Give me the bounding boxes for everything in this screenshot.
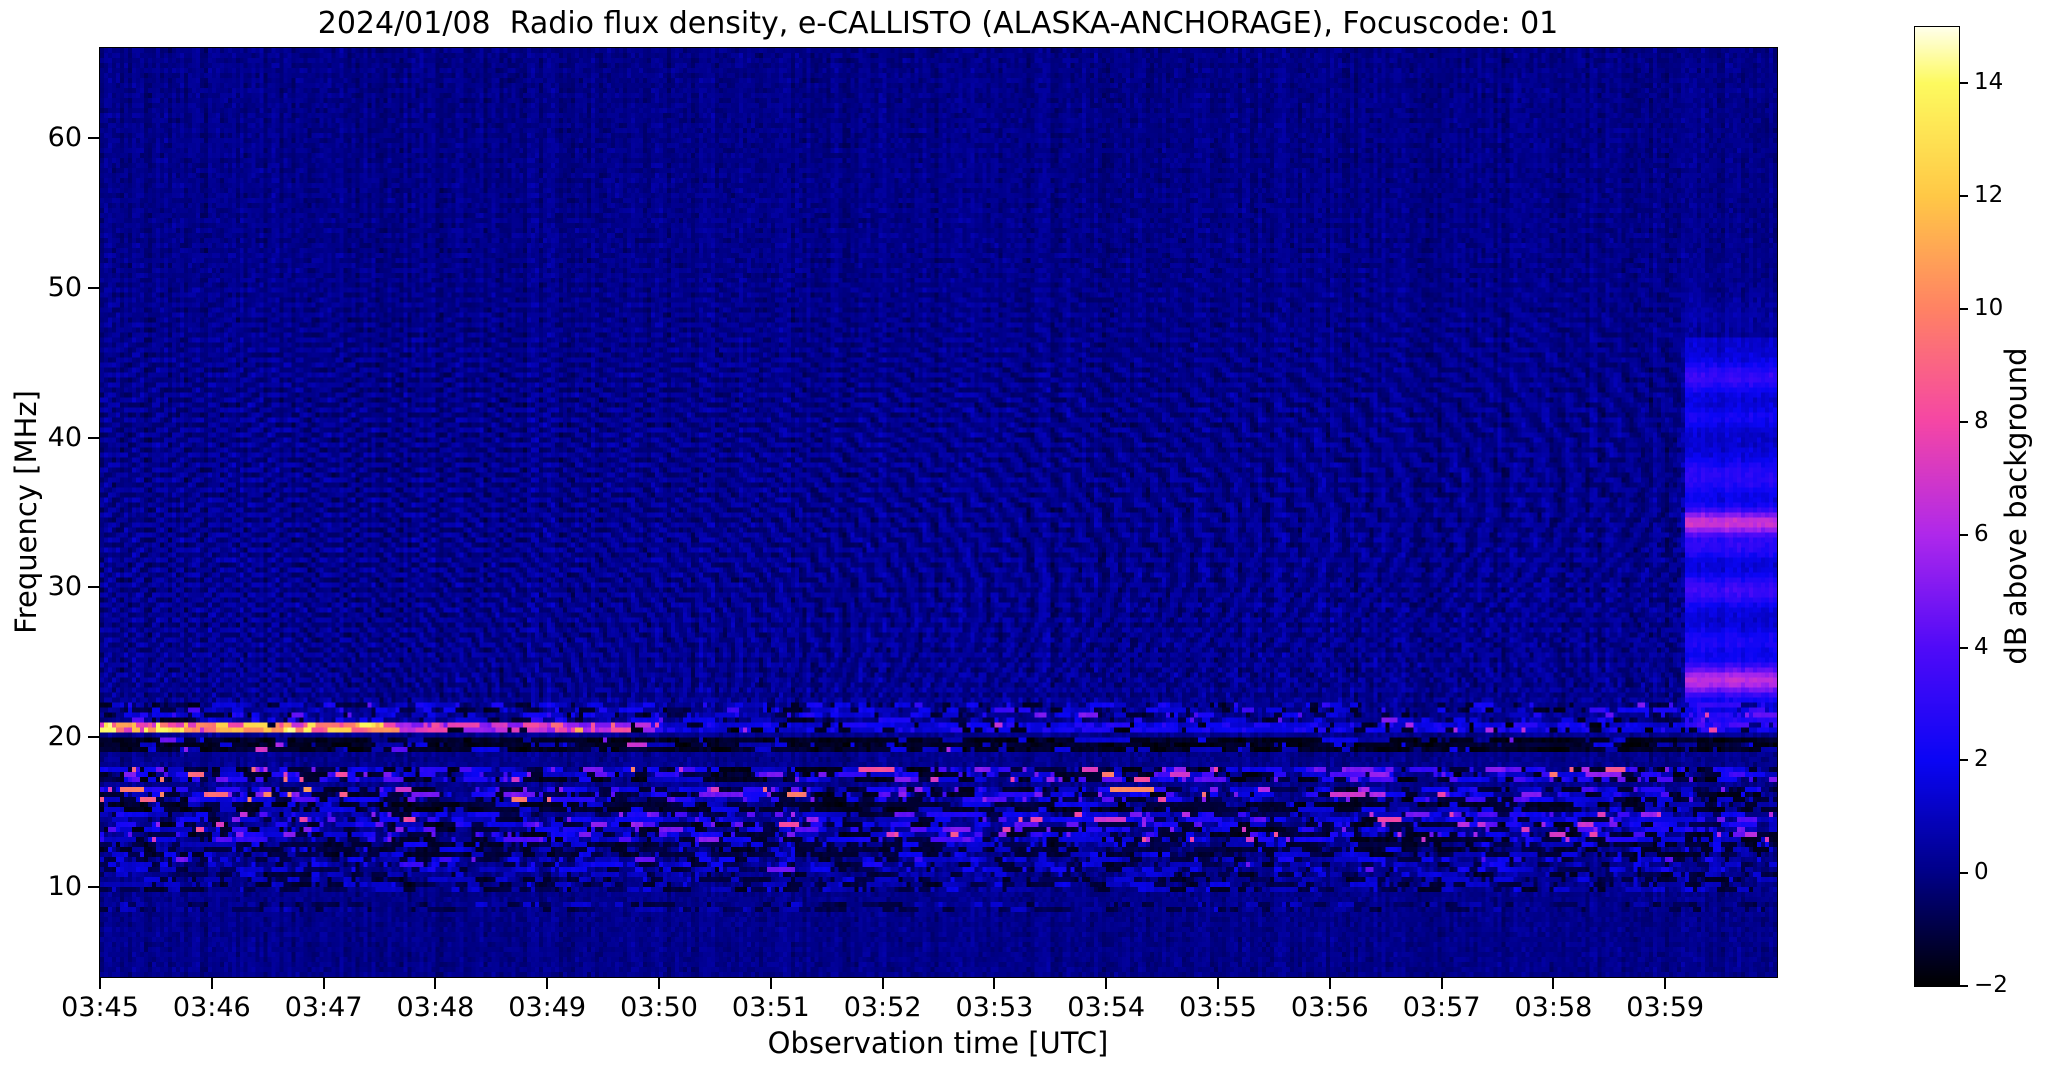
colorbar-tick-label: 10 [1974,295,2004,322]
colorbar-tick-mark [1960,646,1968,649]
x-tick-label: 03:45 [61,992,139,1023]
colorbar-tick-mark [1960,308,1968,311]
colorbar-tick-label: 2 [1974,746,1989,773]
x-tick-label: 03:48 [396,992,475,1023]
y-tick-label: 50 [47,271,82,303]
x-tick-label: 03:55 [1179,992,1257,1023]
colorbar-label: dB above background [1999,347,2033,665]
x-axis-label: Observation time [UTC] [767,1026,1109,1060]
colorbar-tick-label: 8 [1974,407,1989,434]
colorbar-tick-label: 4 [1974,633,1989,660]
x-tick-label: 03:47 [284,992,363,1023]
x-tick-mark [881,978,884,989]
x-tick-label: 03:56 [1290,992,1369,1023]
colorbar-tick-label: 6 [1974,520,1989,547]
y-tick-label: 60 [47,121,82,153]
x-tick-mark [434,978,437,989]
colorbar-tick-label: 0 [1974,859,1989,886]
x-tick-label: 03:58 [1514,992,1593,1023]
x-tick-label: 03:50 [620,992,698,1023]
y-tick-mark [88,586,99,589]
colorbar-tick-mark [1960,195,1968,198]
x-tick-label: 03:49 [508,992,587,1023]
colorbar-tick-mark [1960,82,1968,85]
spectrogram-canvas [100,48,1777,977]
x-tick-mark [1105,978,1108,989]
x-tick-label: 03:59 [1626,992,1705,1023]
x-tick-mark [1217,978,1219,989]
colorbar-tick-label: 14 [1974,69,2004,96]
y-tick-mark [88,886,99,889]
y-tick-mark [88,736,99,739]
x-tick-label: 03:52 [843,992,922,1023]
y-tick-label: 40 [47,421,82,453]
colorbar-tick-mark [1960,420,1968,423]
figure-title: 2024/01/08 Radio flux density, e-CALLIST… [317,6,1559,41]
y-tick-label: 20 [47,721,82,753]
y-tick-mark [88,286,99,289]
colorbar-tick-mark [1960,985,1968,987]
y-tick-label: 30 [47,571,82,603]
x-tick-label: 03:53 [955,992,1034,1023]
colorbar-gradient-canvas [1915,27,1959,986]
x-tick-mark [769,978,772,989]
x-tick-mark [99,978,101,989]
y-tick-label: 10 [47,871,82,903]
colorbar-tick-mark [1960,533,1968,536]
x-tick-mark [1440,978,1443,989]
x-tick-mark [1664,978,1667,989]
x-tick-mark [658,978,660,989]
x-tick-label: 03:46 [172,992,251,1023]
x-tick-mark [993,978,996,989]
x-tick-mark [210,978,213,989]
colorbar-tick-mark [1960,759,1968,762]
colorbar-frame [1914,26,1960,987]
y-tick-mark [88,136,99,139]
x-tick-mark [1328,978,1331,989]
plot-area-frame [99,47,1778,978]
x-tick-mark [546,978,549,989]
x-tick-label: 03:57 [1402,992,1481,1023]
colorbar-tick-mark [1960,872,1968,875]
x-tick-label: 03:51 [731,992,810,1023]
colorbar-tick-label: 12 [1974,182,2004,209]
x-tick-mark [1552,978,1555,989]
y-tick-mark [88,436,99,439]
x-tick-mark [322,978,325,989]
colorbar-tick-label: −2 [1974,972,2008,998]
x-tick-label: 03:54 [1067,992,1146,1023]
